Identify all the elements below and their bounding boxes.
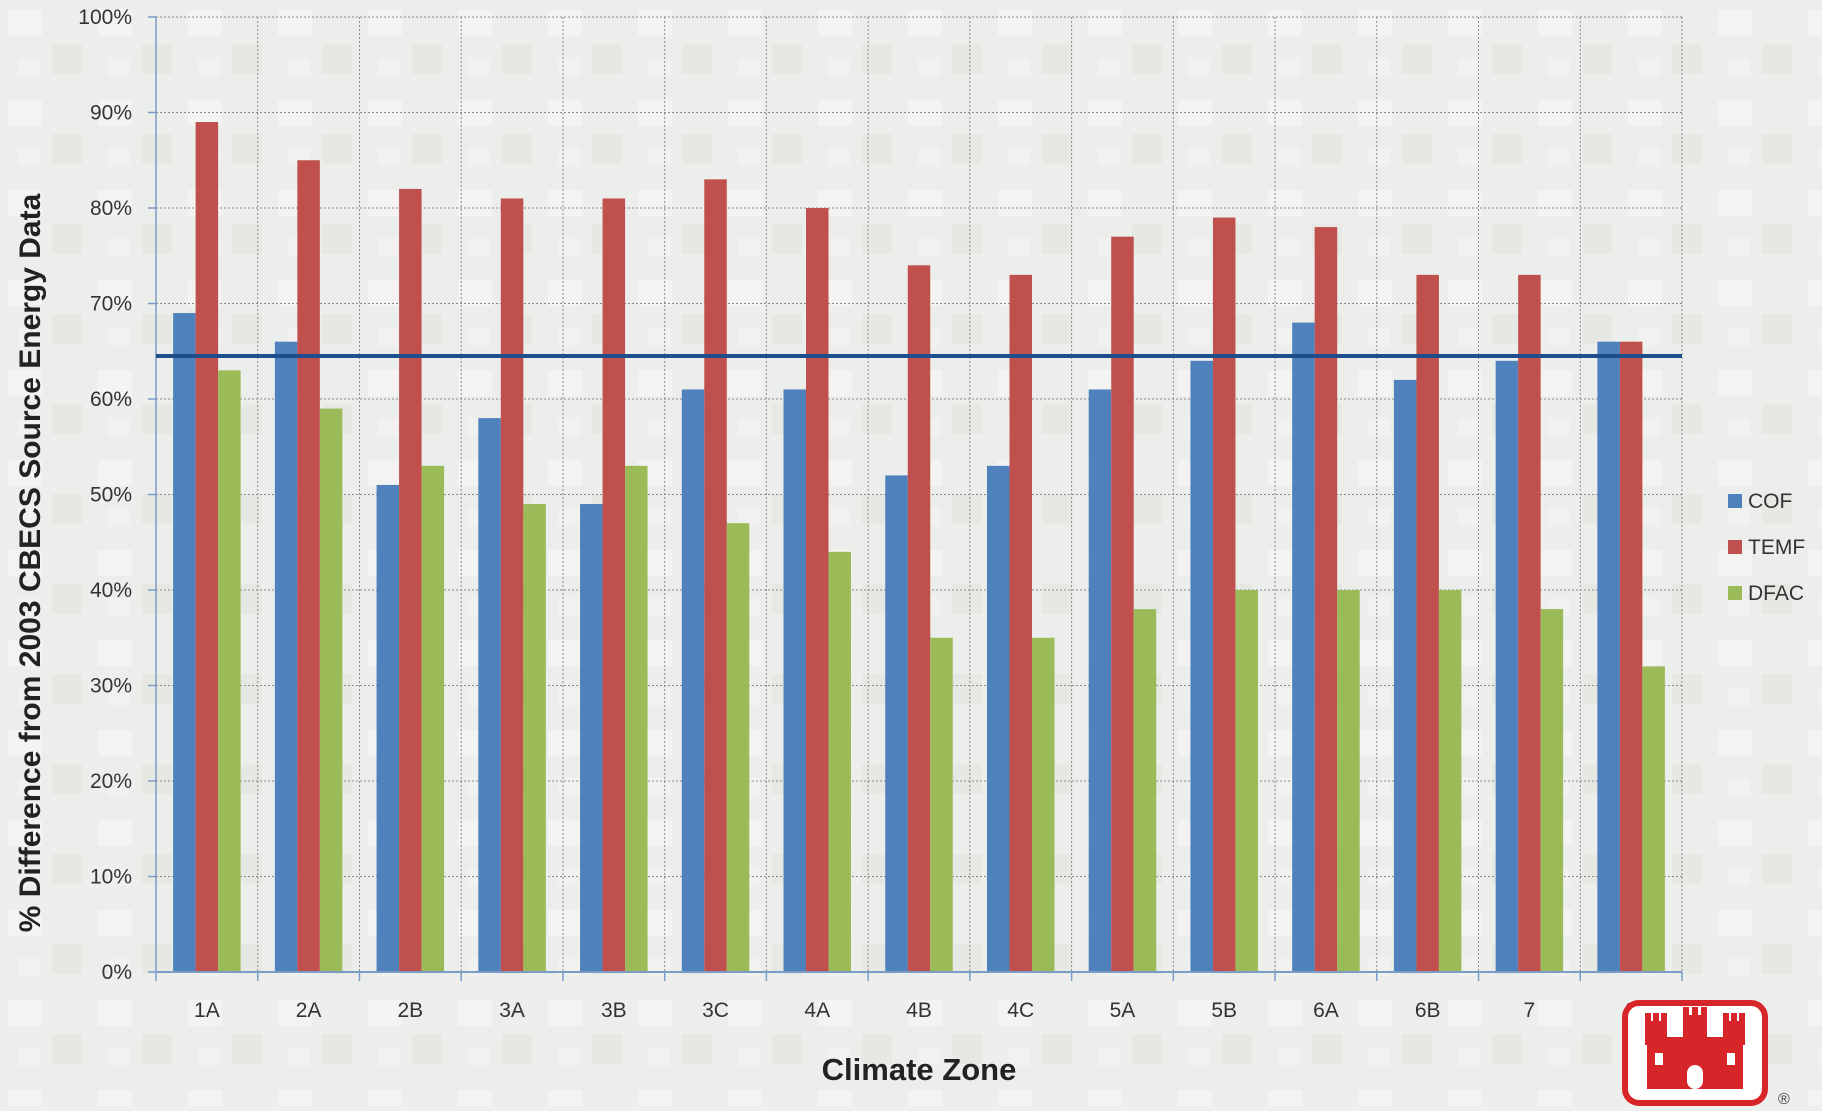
y-tick-label: 60% — [90, 388, 132, 411]
bar-dfac-5a — [1133, 609, 1157, 972]
bars — [173, 122, 1665, 973]
bar-dfac-2a — [319, 408, 343, 972]
x-tick-label: 7 — [1524, 999, 1536, 1022]
bar-temf-3b — [602, 198, 626, 972]
y-tick-label: 80% — [90, 197, 132, 220]
legend-label-temf: TEMF — [1748, 536, 1805, 559]
bar-cof-6a — [1292, 322, 1315, 973]
bar-dfac-3b — [625, 465, 648, 972]
bar-dfac-4b — [930, 637, 953, 972]
bar-temf-3c — [704, 179, 727, 973]
bar-cof-4c — [986, 465, 1010, 972]
bar-cof-7 — [1495, 360, 1519, 972]
bar-dfac-7 — [1540, 609, 1564, 972]
bar-dfac-2b — [421, 465, 445, 972]
bar-cof-3a — [478, 418, 501, 973]
bar-cof-6b — [1393, 379, 1417, 972]
legend-swatch-temf — [1728, 540, 1742, 554]
grid — [156, 16, 1683, 972]
y-tick-label: 30% — [90, 675, 132, 698]
bar-temf-6a — [1314, 227, 1338, 973]
bar-temf-7 — [1518, 274, 1541, 973]
castle-logo-icon — [1622, 1000, 1768, 1106]
bar-dfac-4a — [828, 551, 852, 972]
x-tick-label: 6B — [1415, 999, 1441, 1022]
bar-cof-4b — [885, 475, 908, 972]
y-tick-label: 40% — [90, 579, 132, 602]
bar-cof-4a — [783, 389, 807, 972]
tick-labels: 0% 10% 20% 30% 40% 50% 60% 70% 80% 90% 100% 1A 2A 2B 3… — [78, 6, 1637, 1022]
legend-swatch-dfac — [1728, 586, 1742, 600]
bar-temf-8 — [1619, 341, 1643, 972]
legend: COF TEMF DFAC — [1728, 490, 1805, 605]
x-tick-label: 2A — [296, 999, 322, 1022]
x-tick-label: 4A — [804, 999, 830, 1022]
bar-temf-5b — [1212, 217, 1236, 973]
x-tick-label: 3B — [601, 999, 627, 1022]
x-tick-label: 4B — [906, 999, 932, 1022]
x-tick-label: 5A — [1110, 999, 1136, 1022]
y-tick-label: 50% — [90, 484, 132, 507]
bar-cof-2a — [274, 341, 298, 972]
bar-dfac-4c — [1031, 637, 1055, 972]
y-axis-label: % Difference from 2003 CBECS Source Ener… — [14, 193, 47, 932]
bar-temf-5a — [1111, 236, 1134, 972]
y-tick-label: 70% — [90, 293, 132, 316]
x-tick-label: 3A — [499, 999, 525, 1022]
bar-temf-6b — [1416, 274, 1439, 973]
bar-cof-3b — [580, 504, 603, 972]
y-tick-label: 20% — [90, 770, 132, 793]
bar-cof-3c — [681, 389, 705, 972]
bar-temf-2a — [297, 160, 320, 972]
bar-dfac-6b — [1438, 590, 1462, 972]
bar-cof-2b — [376, 484, 400, 972]
y-tick-label: 0% — [102, 961, 132, 984]
x-axis-label: Climate Zone — [822, 1052, 1017, 1087]
bar-cof-1a — [173, 313, 196, 972]
x-tick-label: 2B — [397, 999, 423, 1022]
bar-cof-8 — [1597, 341, 1620, 972]
x-tick-label: 4C — [1007, 999, 1034, 1022]
legend-swatch-cof — [1728, 494, 1742, 508]
bar-temf-3a — [500, 198, 524, 972]
bar-temf-1a — [195, 122, 219, 973]
registered-mark: ® — [1778, 1091, 1790, 1106]
bar-dfac-3c — [726, 523, 750, 972]
bar-dfac-6a — [1337, 590, 1360, 972]
y-tick-label: 10% — [90, 866, 132, 889]
x-tick-label: 1A — [194, 999, 220, 1022]
x-tick-label: 3C — [702, 999, 729, 1022]
bar-dfac-8 — [1642, 666, 1665, 972]
bar-dfac-1a — [218, 370, 241, 973]
bar-temf-2b — [399, 188, 422, 972]
x-tick-label: 6A — [1313, 999, 1339, 1022]
y-tick-label: 100% — [78, 6, 132, 29]
bar-cof-5b — [1190, 360, 1213, 972]
bar-dfac-3a — [523, 504, 546, 972]
bar-cof-5a — [1088, 389, 1112, 972]
bar-temf-4c — [1009, 274, 1032, 973]
axes — [148, 16, 1683, 981]
legend-label-cof: COF — [1748, 490, 1792, 513]
bar-temf-4b — [907, 265, 931, 972]
bar-temf-4a — [806, 208, 829, 972]
x-tick-label: 5B — [1211, 999, 1237, 1022]
legend-label-dfac: DFAC — [1748, 582, 1804, 605]
y-tick-label: 90% — [90, 102, 132, 125]
bar-dfac-5b — [1235, 590, 1258, 972]
